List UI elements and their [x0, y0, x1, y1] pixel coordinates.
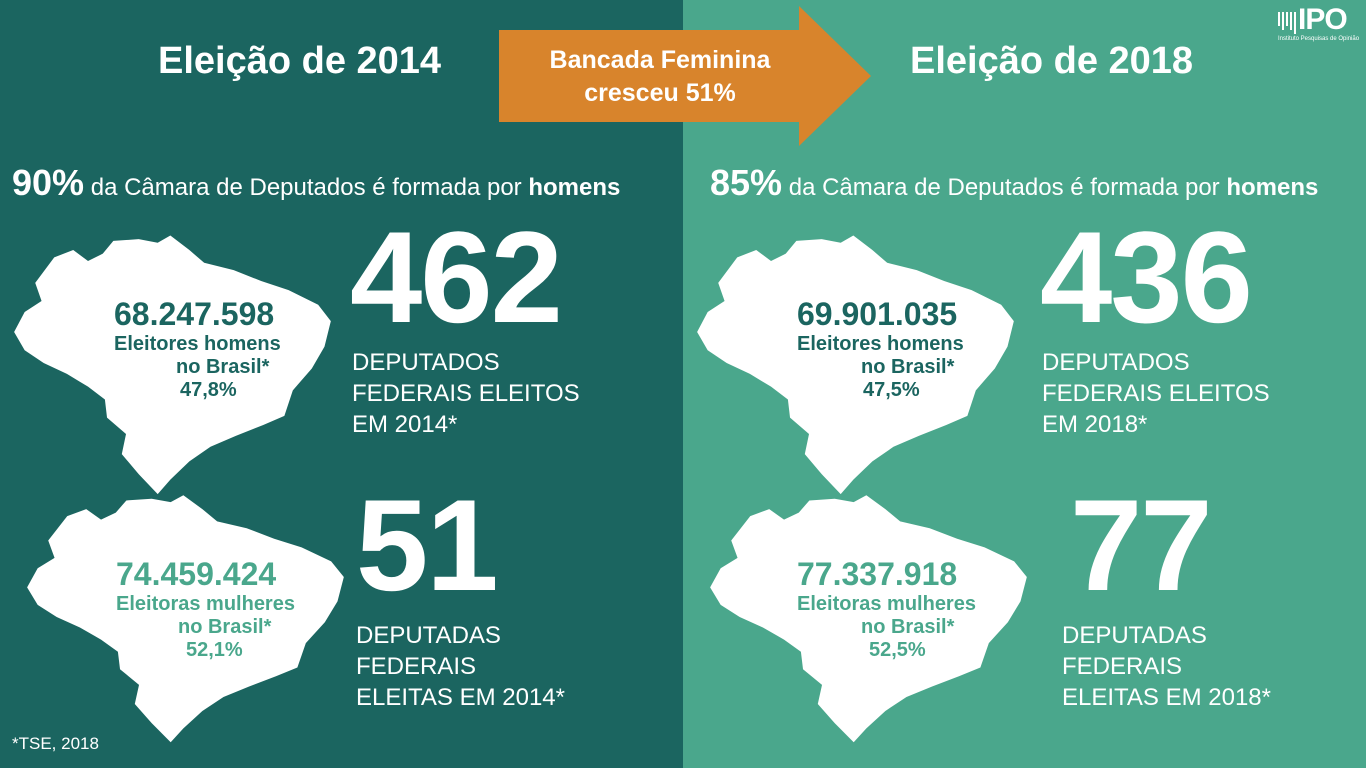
headline-pct-2018: 85%	[710, 162, 783, 203]
men-deputies-number-2018: 436	[1040, 204, 1253, 350]
title-2018: Eleição de 2018	[910, 40, 1194, 82]
logo-word: IPO	[1298, 3, 1348, 36]
women-label2-2014: no Brasil*	[178, 616, 272, 638]
men-pct-2014: 47,8%	[180, 379, 237, 401]
logo-bars-icon	[1278, 12, 1296, 34]
desc-line: EM 2018*	[1042, 411, 1148, 438]
headline-text-2014: da Câmara de Deputados é formada por	[84, 174, 529, 201]
women-pct-2014: 52,1%	[186, 639, 243, 661]
women-deputies-number-2018: 77	[1070, 472, 1213, 618]
desc-line: DEPUTADAS	[356, 622, 501, 649]
headline-pct-2014: 90%	[12, 162, 85, 203]
women-deputies-number-2014: 51	[356, 472, 499, 618]
title-2014: Eleição de 2014	[158, 40, 442, 82]
women-deputies-desc-2018: DEPUTADAS FEDERAIS ELEITAS EM 2018*	[1062, 620, 1271, 713]
men-count-2014: 68.247.598	[114, 296, 275, 332]
headline-text-2018: da Câmara de Deputados é formada por	[782, 174, 1227, 201]
men-stat-2018: 69.901.035 Eleitores homens no Brasil* 4…	[797, 296, 964, 402]
men-deputies-desc-2018: DEPUTADOS FEDERAIS ELEITOS EM 2018*	[1042, 347, 1270, 440]
women-count-2014: 74.459.424	[116, 556, 277, 592]
logo-subtitle: Instituto Pesquisas de Opinião	[1278, 36, 1360, 42]
desc-line: FEDERAIS	[1062, 653, 1183, 680]
desc-line: EM 2014*	[352, 411, 458, 438]
headline-bold-2014: homens	[528, 174, 621, 201]
men-label-2018: Eleitores homens	[797, 333, 964, 355]
men-stat-2014: 68.247.598 Eleitores homens no Brasil* 4…	[114, 296, 281, 402]
ipo-logo: IPO Instituto Pesquisas de Opinião	[1278, 3, 1360, 42]
growth-arrow-text: Bancada Feminina cresceu 51%	[510, 44, 810, 110]
women-pct-2018: 52,5%	[869, 639, 926, 661]
desc-line: FEDERAIS	[356, 653, 477, 680]
women-label-2018: Eleitoras mulheres	[797, 593, 976, 615]
men-count-2018: 69.901.035	[797, 296, 958, 332]
panel-2018: Eleição de 2018 85% da Câmara de Deputad…	[683, 0, 1366, 768]
desc-line: DEPUTADAS	[1062, 622, 1207, 649]
men-pct-2018: 47,5%	[863, 379, 920, 401]
headline-2018: 85% da Câmara de Deputados é formada por…	[710, 162, 1318, 204]
women-deputies-desc-2014: DEPUTADAS FEDERAIS ELEITAS EM 2014*	[356, 620, 565, 713]
arrow-line2: cresceu 51%	[584, 79, 736, 107]
desc-line: ELEITAS EM 2014*	[356, 684, 565, 711]
desc-line: DEPUTADOS	[1042, 349, 1190, 376]
women-count-2018: 77.337.918	[797, 556, 958, 592]
desc-line: ELEITAS EM 2018*	[1062, 684, 1271, 711]
desc-line: DEPUTADOS	[352, 349, 500, 376]
women-label-2014: Eleitoras mulheres	[116, 593, 295, 615]
men-deputies-number-2014: 462	[350, 204, 563, 350]
panel-2014: Eleição de 2014 90% da Câmara de Deputad…	[0, 0, 683, 768]
men-label2-2018: no Brasil*	[861, 356, 955, 378]
arrow-line1: Bancada Feminina	[549, 46, 771, 74]
headline-bold-2018: homens	[1226, 174, 1319, 201]
headline-2014: 90% da Câmara de Deputados é formada por…	[12, 162, 620, 204]
women-label2-2018: no Brasil*	[861, 616, 955, 638]
growth-arrow	[499, 6, 871, 146]
desc-line: FEDERAIS ELEITOS	[1042, 380, 1270, 407]
men-deputies-desc-2014: DEPUTADOS FEDERAIS ELEITOS EM 2014*	[352, 347, 580, 440]
women-stat-2014: 74.459.424 Eleitoras mulheres no Brasil*…	[116, 556, 295, 662]
men-label-2014: Eleitores homens	[114, 333, 281, 355]
footnote: *TSE, 2018	[12, 734, 99, 753]
desc-line: FEDERAIS ELEITOS	[352, 380, 580, 407]
men-label2-2014: no Brasil*	[176, 356, 270, 378]
women-stat-2018: 77.337.918 Eleitoras mulheres no Brasil*…	[797, 556, 976, 662]
